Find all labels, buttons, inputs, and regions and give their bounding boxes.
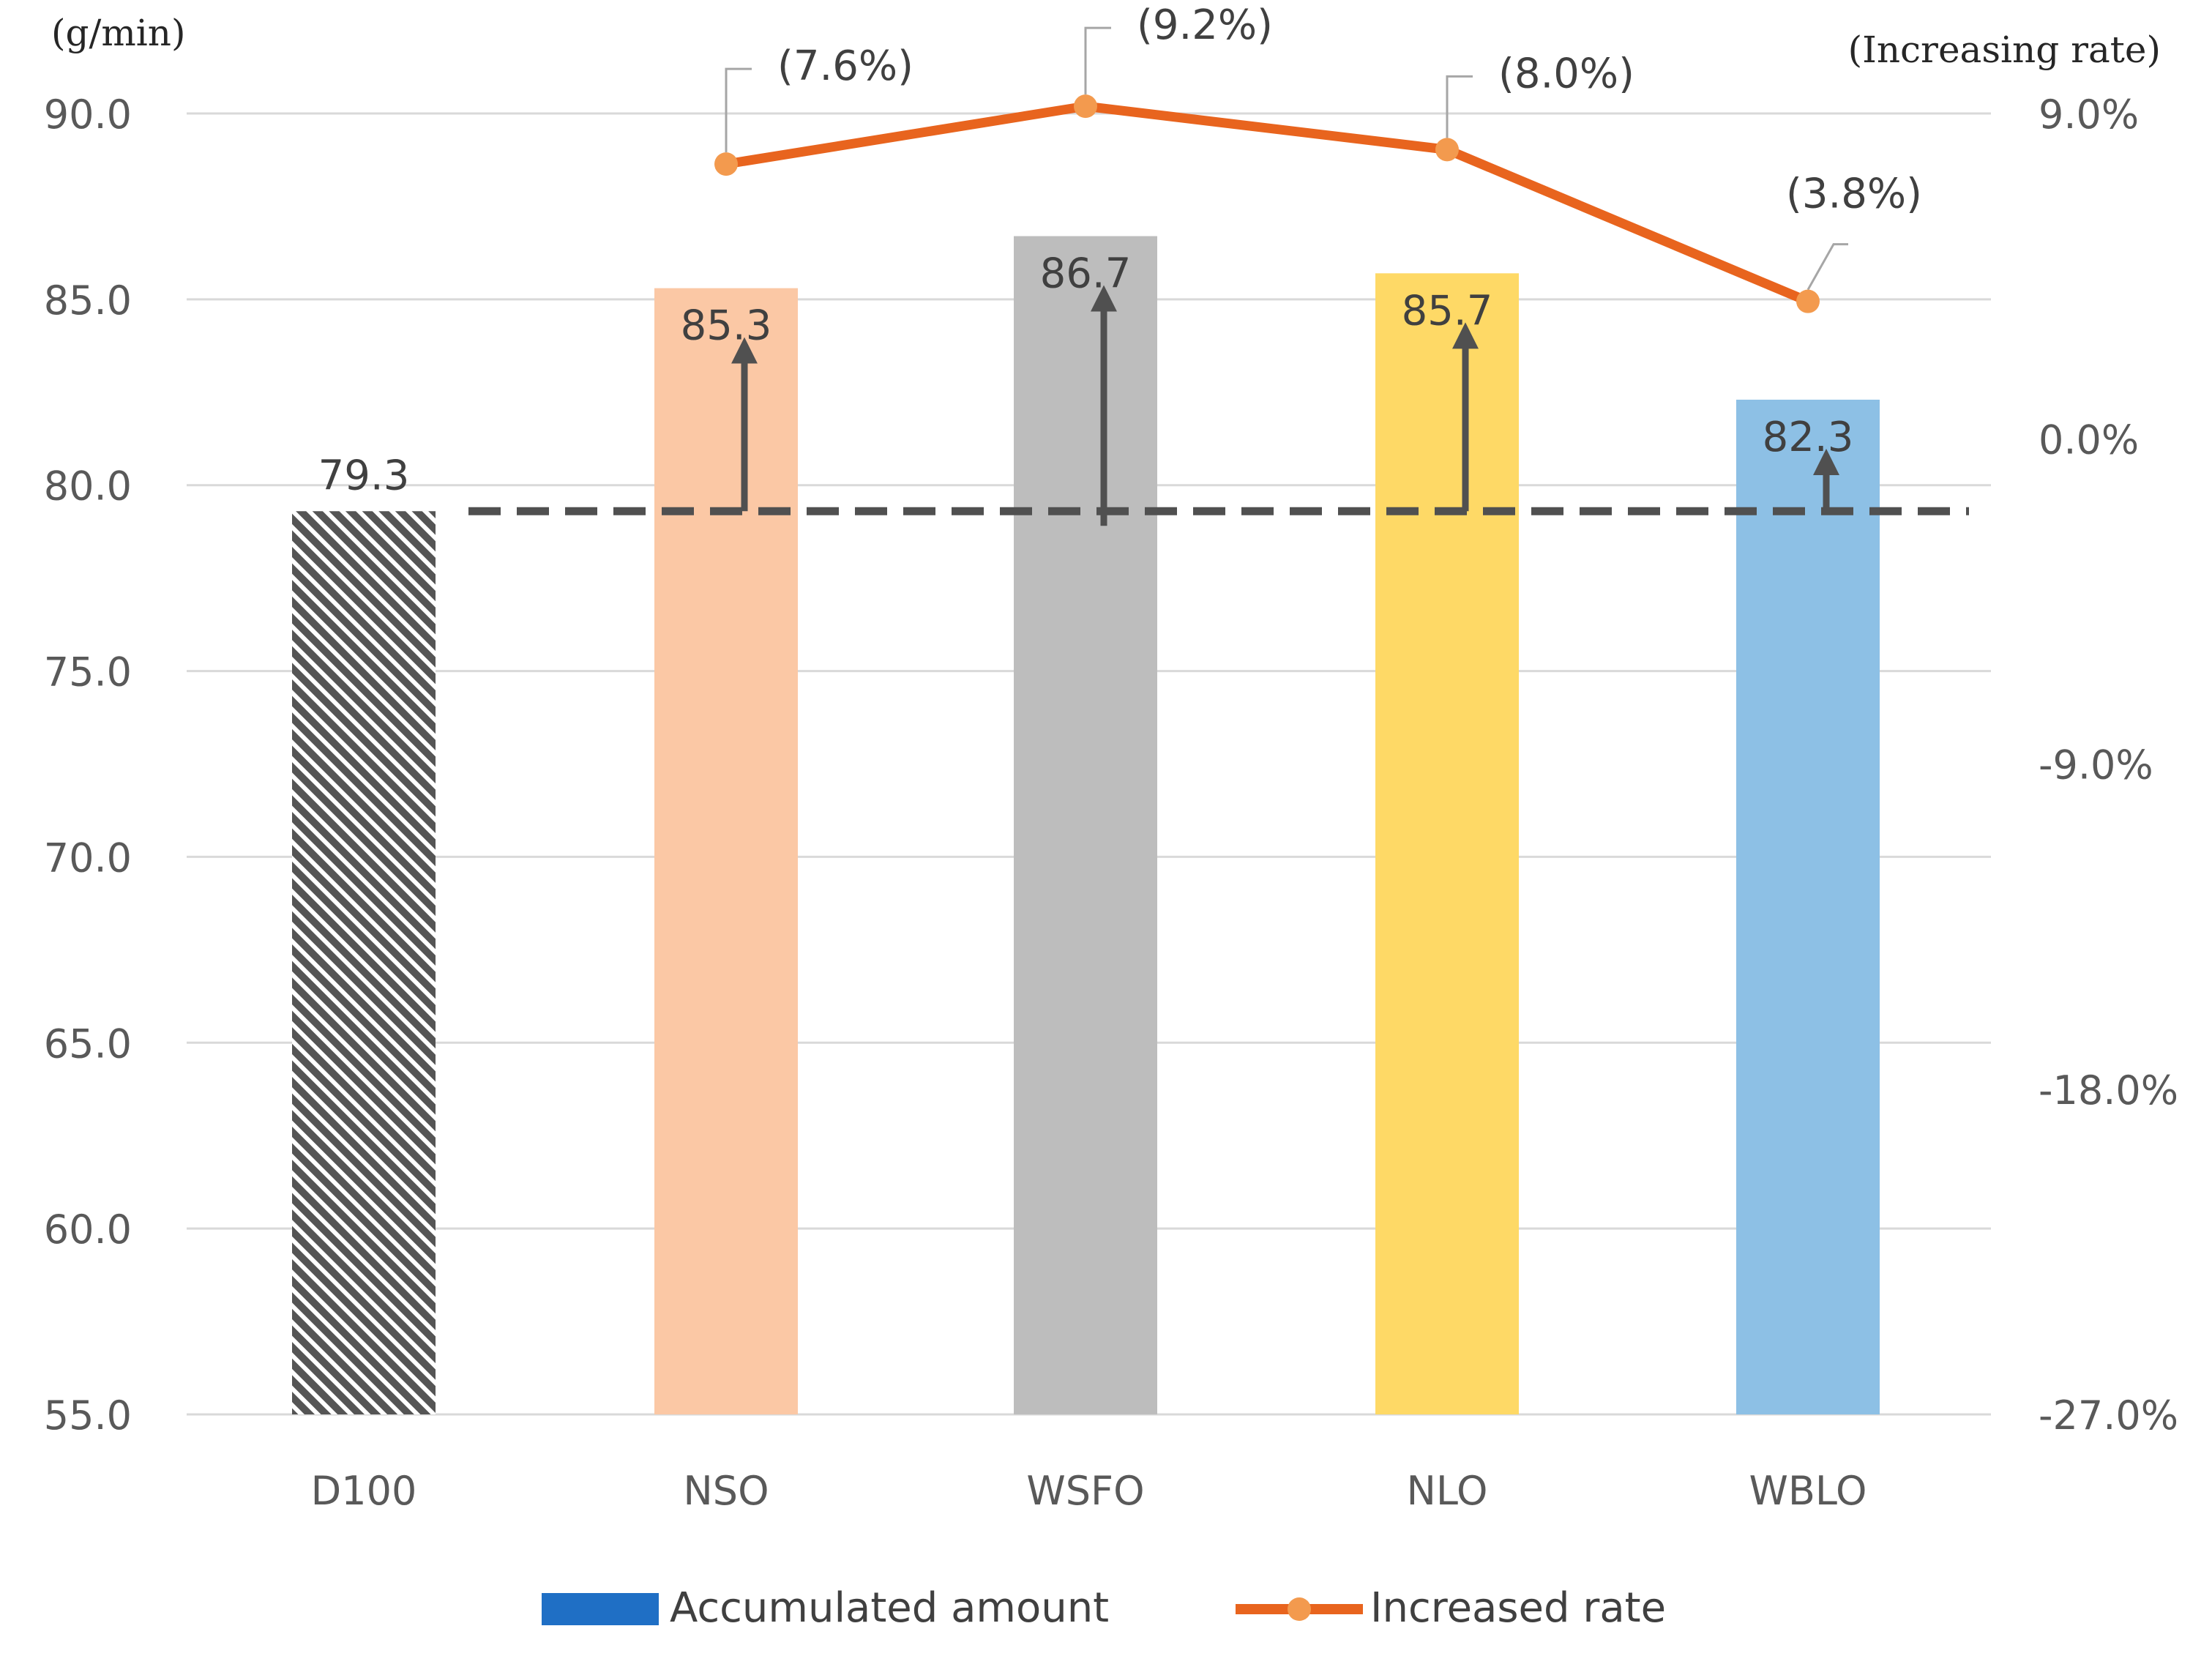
bar-value-labels: 79.3 85.3 86.7 85.7 82.3 <box>318 250 1854 500</box>
right-tick-label: 0.0% <box>2039 417 2139 463</box>
rate-label-wblo: (3.8%) <box>1786 171 1922 218</box>
bar-nlo <box>1375 273 1519 1414</box>
category-label: D100 <box>311 1468 417 1514</box>
legend-swatch-bar <box>542 1593 659 1625</box>
right-tick-label: -18.0% <box>2039 1067 2178 1114</box>
legend-label-line: Increased rate <box>1370 1584 1666 1632</box>
right-tick-label: -27.0% <box>2039 1392 2178 1439</box>
rate-label-nlo: (8.0%) <box>1498 50 1634 97</box>
category-axis-labels: D100 NSO WSFO NLO WBLO <box>311 1468 1867 1514</box>
bar-value-label: 85.3 <box>681 302 772 350</box>
left-tick-label: 70.0 <box>44 835 132 881</box>
right-axis-ticks: -27.0% -18.0% -9.0% 0.0% 9.0% <box>2039 92 2178 1439</box>
category-label: WBLO <box>1749 1468 1867 1514</box>
bar-value-label: 82.3 <box>1763 414 1854 461</box>
legend: Accumulated amount Increased rate <box>542 1584 1666 1632</box>
rate-marker-nlo <box>1435 138 1459 162</box>
bar-nso <box>654 288 798 1414</box>
leader-line <box>1806 243 1848 291</box>
leader-line <box>1084 26 1111 95</box>
left-tick-label: 90.0 <box>44 92 132 138</box>
rate-marker-nso <box>714 152 738 176</box>
left-axis-unit: (g/min) <box>51 12 185 54</box>
bar-wsfo <box>1014 236 1157 1415</box>
bar-value-label: 85.7 <box>1402 287 1493 335</box>
legend-line-marker <box>1288 1597 1311 1621</box>
right-axis-unit: (Increasing rate) <box>1848 29 2161 71</box>
left-tick-label: 85.0 <box>44 277 132 324</box>
left-tick-label: 60.0 <box>44 1206 132 1253</box>
category-label: NSO <box>683 1468 769 1514</box>
bars <box>292 236 1880 1415</box>
increased-rate-line: (7.6%) (9.2%) (8.0%) (3.8%) <box>714 1 1922 313</box>
left-tick-label: 75.0 <box>44 649 132 695</box>
bar-d100 <box>292 511 436 1414</box>
left-tick-label: 55.0 <box>44 1392 132 1439</box>
category-label: WSFO <box>1026 1468 1144 1514</box>
rate-marker-wsfo <box>1074 94 1097 119</box>
rate-label-nso: (7.6%) <box>777 42 913 90</box>
increased-rate-polyline <box>725 101 1810 306</box>
right-tick-label: 9.0% <box>2039 92 2139 138</box>
leader-line <box>1446 75 1473 138</box>
left-axis-ticks: 55.0 60.0 65.0 70.0 75.0 80.0 85.0 90.0 <box>44 92 132 1439</box>
rate-marker-wblo <box>1796 289 1820 313</box>
right-tick-label: -9.0% <box>2039 742 2153 788</box>
bar-wblo <box>1736 399 1880 1415</box>
left-tick-label: 80.0 <box>44 463 132 510</box>
category-label: NLO <box>1406 1468 1487 1514</box>
bar-value-label: 86.7 <box>1040 250 1132 298</box>
leader-line <box>725 67 752 153</box>
bar-value-label: 79.3 <box>318 452 410 499</box>
legend-label-bar: Accumulated amount <box>670 1584 1109 1632</box>
increase-arrows <box>731 285 1839 526</box>
rate-label-wsfo: (9.2%) <box>1137 1 1273 49</box>
left-tick-label: 65.0 <box>44 1021 132 1067</box>
